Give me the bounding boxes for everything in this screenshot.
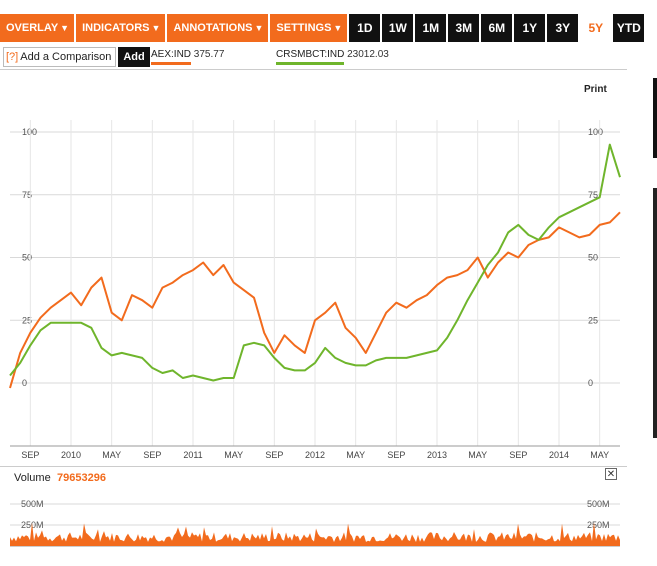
divider [0, 466, 627, 467]
x-tick-label: SEP [265, 450, 283, 460]
volume-tick-label-right: 500M [587, 499, 610, 509]
x-tick-label: 2010 [61, 450, 81, 460]
volume-tick-label-left: 500M [21, 499, 44, 509]
volume-value: 79653296 [57, 472, 106, 484]
series-line-aex [9, 211, 621, 389]
legend-item-crsmbct[interactable]: CRSMBCT:IND 23012.03 [276, 49, 389, 65]
y-tick-label-right: 75 [588, 190, 598, 200]
chevron-down-icon: ▼ [254, 23, 264, 33]
series-line-crsmbct [9, 143, 621, 382]
x-tick-label: SEP [143, 450, 161, 460]
chevron-down-icon: ▼ [333, 23, 343, 33]
y-tick-label-left: 25 [22, 315, 32, 325]
x-tick-label: MAY [590, 450, 609, 460]
volume-tick-label-right: 250M [587, 520, 610, 530]
y-tick-label-right: 25 [588, 315, 598, 325]
add-comparison-button[interactable]: Add [118, 47, 150, 67]
x-tick-label: 2011 [183, 450, 202, 460]
side-panel-edge [653, 188, 657, 438]
x-tick-label: MAY [346, 450, 365, 460]
indicators-menu-button[interactable]: INDICATORS ▼ [76, 14, 166, 42]
add-comparison-field[interactable]: [?] Add a Comparison [3, 47, 117, 67]
x-tick-label: SEP [21, 450, 39, 460]
range-3m-button[interactable]: 3M [448, 14, 480, 42]
y-tick-label-right: 100 [588, 127, 603, 137]
legend-swatch-aex [151, 62, 191, 65]
volume-label: Volume [14, 472, 51, 484]
x-tick-label: SEP [387, 450, 405, 460]
y-tick-label-left: 75 [22, 190, 32, 200]
overlay-menu-button[interactable]: OVERLAY ▼ [0, 14, 75, 42]
x-tick-label: 2012 [305, 450, 325, 460]
range-5y-button[interactable]: 5Y [580, 14, 612, 42]
range-6m-button[interactable]: 6M [481, 14, 513, 42]
chevron-down-icon: ▼ [151, 23, 161, 33]
side-panel-edge [653, 78, 657, 158]
toolbar: OVERLAY ▼ INDICATORS ▼ ANNOTATIONS ▼ SETTIN… [0, 14, 646, 42]
x-tick-label: MAY [102, 450, 121, 460]
range-3y-button[interactable]: 3Y [547, 14, 579, 42]
range-1y-button[interactable]: 1Y [514, 14, 546, 42]
settings-menu-button[interactable]: SETTINGS ▼ [270, 14, 348, 42]
range-ytd-button[interactable]: YTD [613, 14, 645, 42]
annotations-menu-button[interactable]: ANNOTATIONS ▼ [167, 14, 269, 42]
print-link[interactable]: Print [584, 84, 607, 95]
x-tick-label: MAY [468, 450, 487, 460]
y-tick-label-left: 0 [22, 378, 27, 388]
range-1w-button[interactable]: 1W [382, 14, 414, 42]
help-icon[interactable]: [?] [6, 51, 19, 63]
chevron-down-icon: ▼ [60, 23, 70, 33]
x-tick-label: MAY [224, 450, 243, 460]
close-icon[interactable]: ✕ [605, 468, 617, 480]
y-tick-label-right: 0 [588, 378, 593, 388]
range-1d-button[interactable]: 1D [349, 14, 381, 42]
x-tick-label: SEP [509, 450, 527, 460]
comparison-bar: [?] Add a Comparison Add [3, 47, 150, 67]
y-tick-label-left: 50 [22, 253, 32, 263]
legend-item-aex[interactable]: AEX:IND 375.77 [151, 49, 224, 65]
x-tick-label: 2013 [427, 450, 447, 460]
x-tick-label: 2014 [549, 450, 569, 460]
volume-bars [10, 522, 620, 546]
y-tick-label-left: 100 [22, 127, 37, 137]
divider [0, 69, 627, 70]
legend-swatch-crsmbct [276, 62, 344, 65]
y-tick-label-right: 50 [588, 253, 598, 263]
range-1m-button[interactable]: 1M [415, 14, 447, 42]
